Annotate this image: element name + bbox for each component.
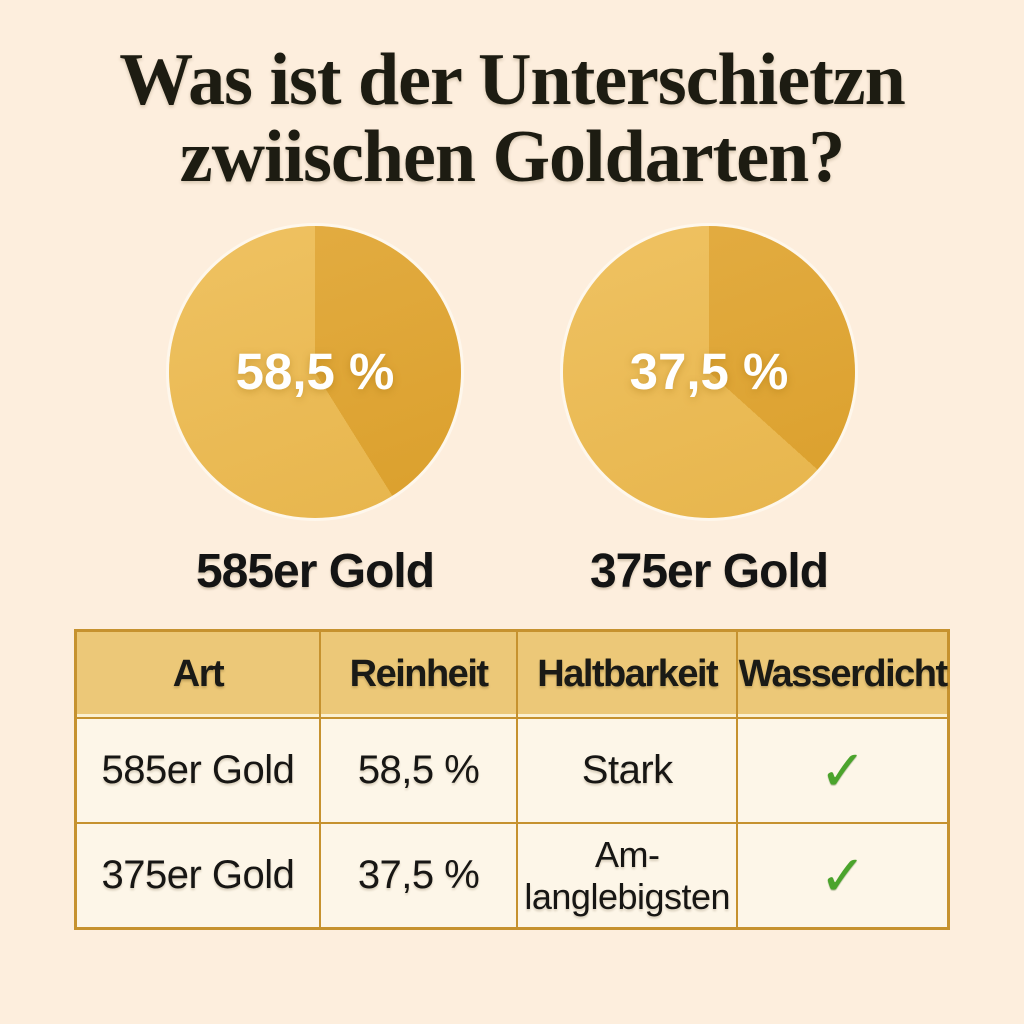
cell-art-585: 585er Gold (74, 717, 321, 825)
cell-haltbarkeit-585: Stark (516, 717, 739, 825)
cell-reinheit-585: 58,5 % (318, 717, 519, 825)
pie-caption-375: 375er Gold (589, 544, 829, 598)
header-cell-reinheit: Reinheit (318, 629, 519, 720)
table-row-585er-gold: 585er Gold 58,5 % Stark ✓ (74, 717, 950, 825)
checkmark-icon: ✓ (736, 822, 950, 930)
pie-block-585er-gold: 58,5 % 585er Gold (169, 225, 461, 599)
header-cell-wasserdicht: Wasserdicht (736, 629, 950, 720)
header-cell-art: Art (74, 629, 321, 720)
pie-chart-375er-gold: 37,5 % (563, 225, 855, 518)
pie-chart-row: 58,5 % 585er Gold 37,5 % 375er Gold (0, 225, 1024, 599)
pie-center-label-585: 58,5 % (235, 343, 395, 401)
table-header-row: Art Reinheit Haltbarkeit Wasserdicht (74, 629, 950, 720)
table-row-375er-gold: 375er Gold 37,5 % Am- langlebigsten ✓ (74, 822, 950, 930)
gold-comparison-table: Art Reinheit Haltbarkeit Wasserdicht 585… (74, 628, 950, 930)
pie-chart-585er-gold: 58,5 % (169, 225, 461, 518)
header-cell-haltbarkeit: Haltbarkeit (516, 629, 739, 720)
cell-haltbarkeit-375: Am- langlebigsten (516, 822, 739, 930)
cell-reinheit-375: 37,5 % (318, 822, 519, 930)
checkmark-icon: ✓ (736, 717, 950, 825)
pie-center-label-375: 37,5 % (629, 343, 789, 401)
pie-block-375er-gold: 37,5 % 375er Gold (563, 225, 855, 599)
cell-art-375: 375er Gold (74, 822, 321, 930)
pie-caption-585: 585er Gold (195, 544, 435, 598)
page-title: Was ist der Unterschietzn zwiischen Gold… (119, 39, 906, 198)
